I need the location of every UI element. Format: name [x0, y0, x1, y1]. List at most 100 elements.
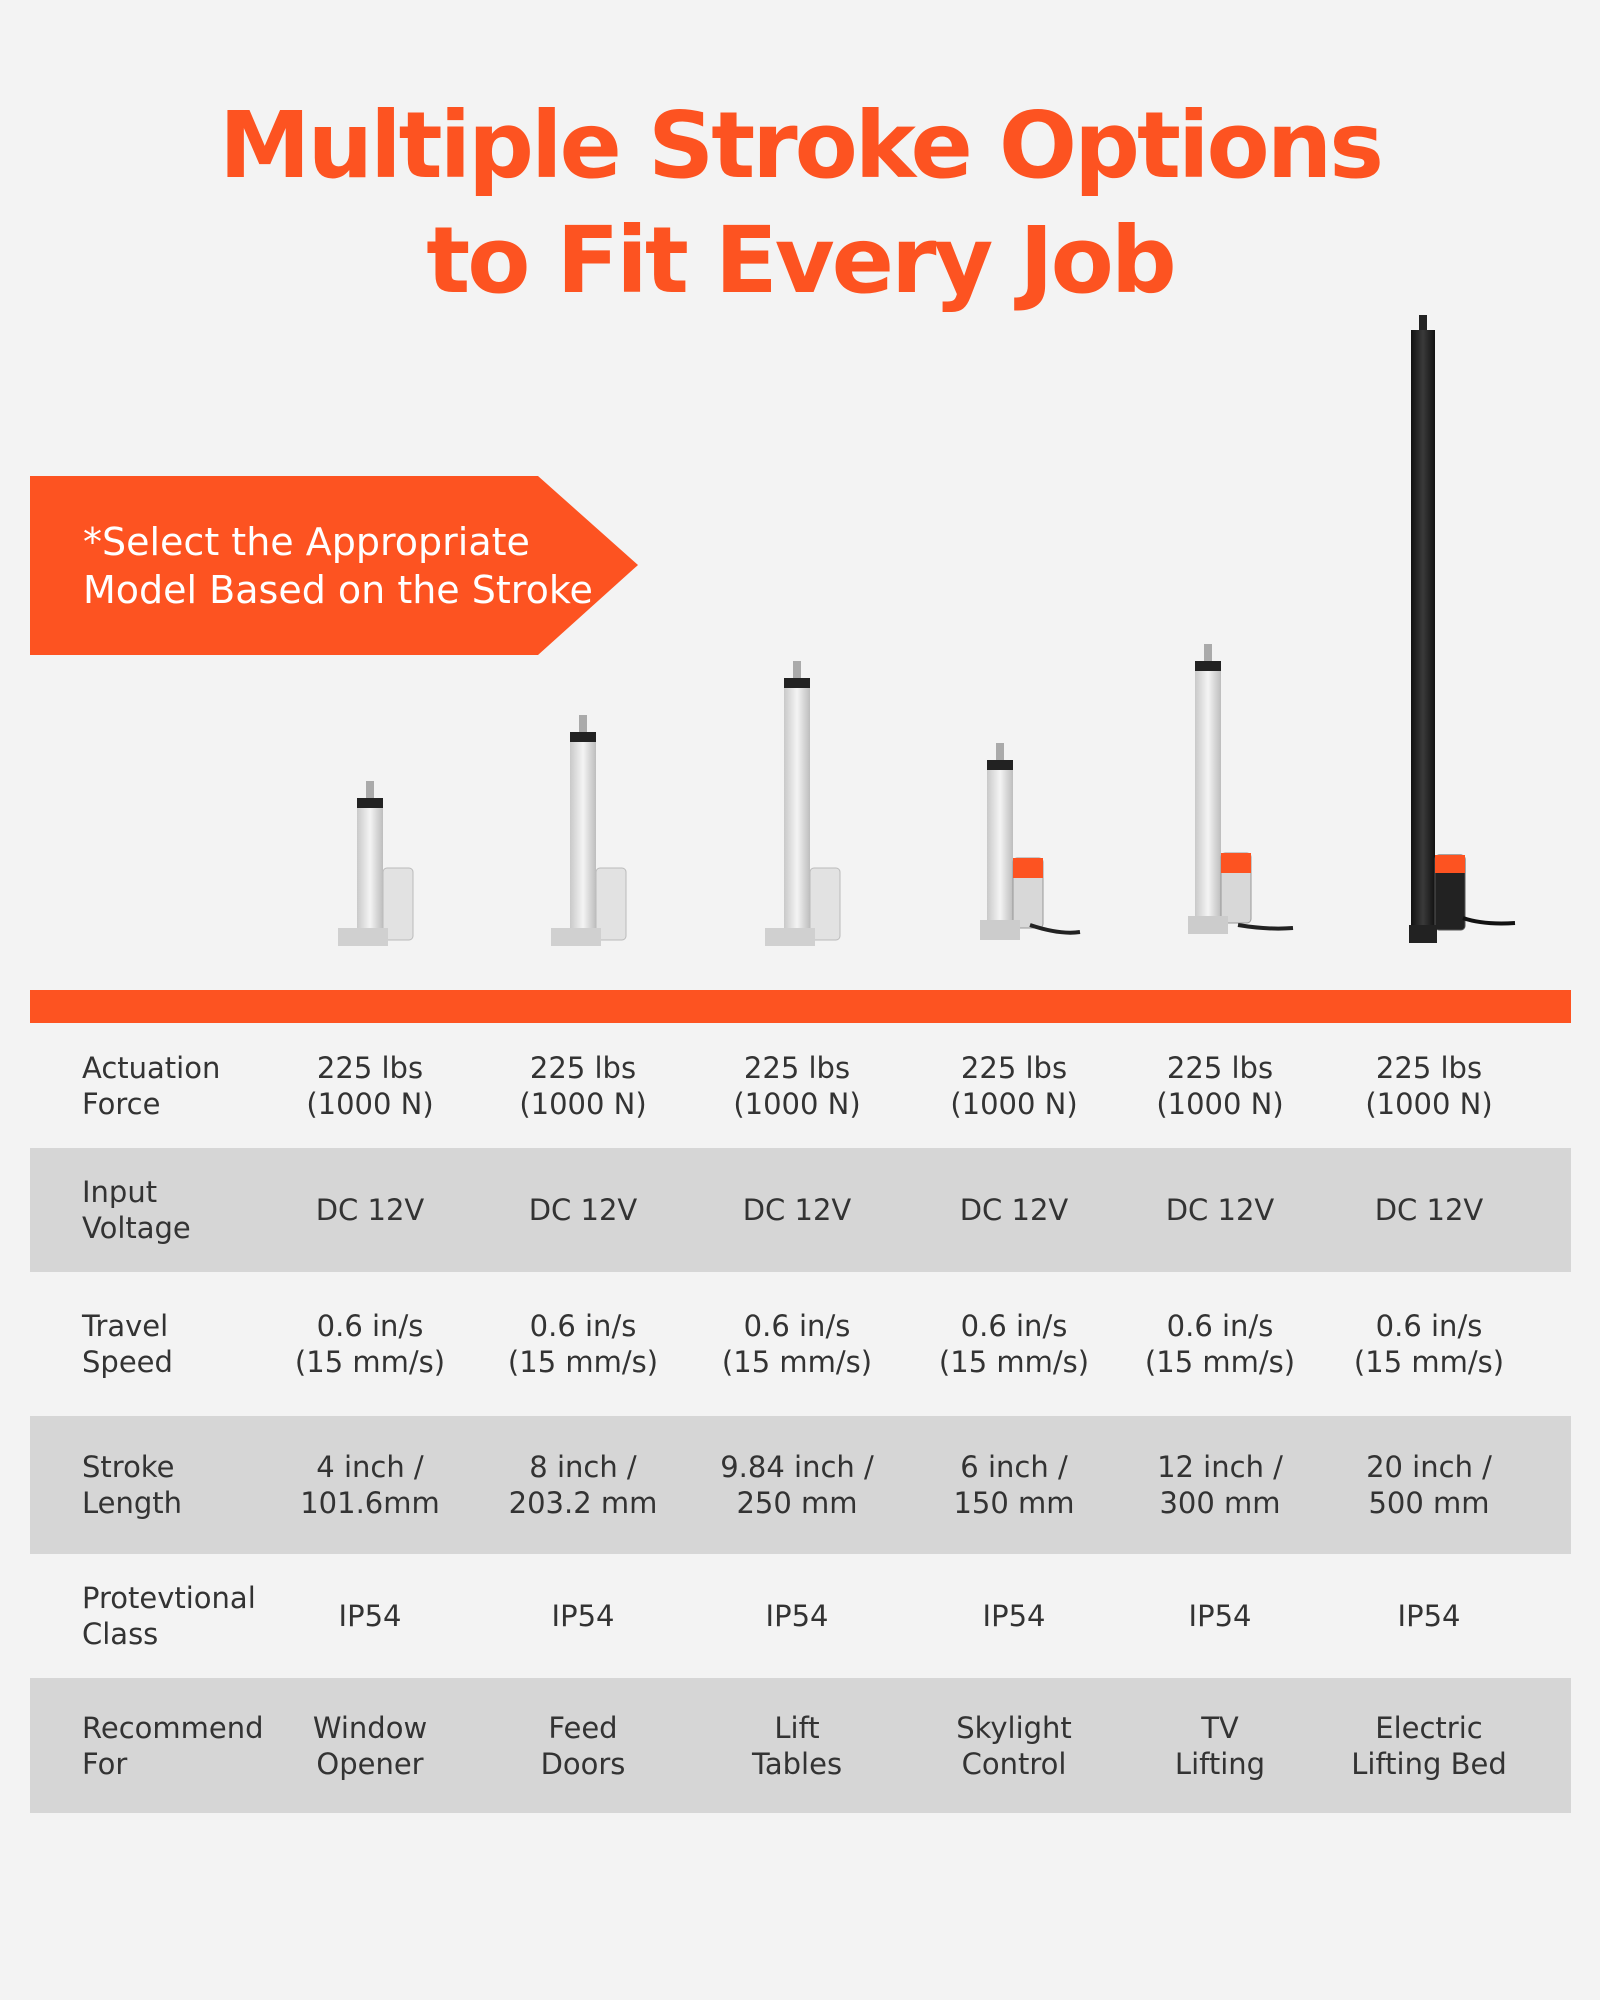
text-line: 225 lbs: [960, 1050, 1068, 1085]
text-line: Lift: [774, 1710, 820, 1745]
text-line: Feed: [548, 1710, 618, 1745]
text-line: Opener: [316, 1746, 424, 1781]
text-line: Lifting Bed: [1351, 1746, 1507, 1781]
text-line: DC 12V: [315, 1193, 425, 1227]
table-row: Travel Speed 0.6 in/s (15 mm/s) 0.6 in/s (15 …: [30, 1272, 1571, 1416]
text-line: 0.6 in/s: [960, 1309, 1068, 1343]
table-cell: 8 inch /203.2 mm: [509, 1449, 658, 1521]
banner-text: *Select the Appropriate: [83, 520, 530, 564]
text-line: 0.6 in/s: [1166, 1309, 1274, 1343]
text-line: Input: [82, 1175, 158, 1209]
table-cell: DC 12V: [743, 1192, 852, 1228]
actuator: [980, 743, 1081, 940]
text-line: Skylight: [956, 1710, 1072, 1745]
banner: [30, 476, 638, 655]
text-line: Recommend: [82, 1710, 264, 1745]
text-line: 0.6 in/s: [743, 1309, 851, 1343]
text-line: (15 mm/s): [721, 1345, 873, 1379]
text-line: 8 inch /: [529, 1450, 637, 1484]
row-label: Travel Speed: [82, 1308, 173, 1380]
text-line: (15 mm/s): [507, 1345, 659, 1379]
actuator: [551, 715, 627, 946]
text-line: DC 12V: [959, 1193, 1069, 1227]
actuator: [1409, 315, 1516, 943]
text-line: Lifting: [1174, 1746, 1266, 1781]
text-line: Protevtional: [82, 1581, 256, 1615]
row-label: Input Voltage: [82, 1174, 191, 1246]
illustration: [30, 315, 1571, 1023]
divider: [30, 990, 1571, 1023]
text-line: (1000 N): [950, 1086, 1078, 1121]
text-line: DC 12V: [528, 1193, 638, 1227]
table-cell: IP54: [552, 1598, 615, 1634]
table-cell: 0.6 in/s (15 mm/s): [722, 1308, 872, 1380]
text-line: 250 mm: [736, 1486, 858, 1520]
row-label: Actuation Force: [82, 1050, 220, 1122]
text-line: 6 inch /: [960, 1450, 1068, 1484]
text-line: Class: [82, 1617, 159, 1651]
table-cell: 0.6 in/s (15 mm/s): [1145, 1308, 1295, 1380]
text-line: IP54: [1188, 1599, 1252, 1633]
table-cell: IP54: [1189, 1598, 1252, 1634]
table-cell: DC 12V: [1375, 1192, 1484, 1228]
text-line: (1000 N): [1365, 1086, 1493, 1121]
actuator: [1188, 644, 1294, 934]
table-cell: 225 lbs (1000 N): [1156, 1050, 1283, 1122]
text-line: (1000 N): [733, 1086, 861, 1121]
table-cell: 0.6 in/s (15 mm/s): [939, 1308, 1089, 1380]
table-cell: 0.6 in/s (15 mm/s): [1354, 1308, 1504, 1380]
text-line: 9.84 inch /: [720, 1450, 874, 1484]
text-line: IP54: [765, 1599, 829, 1633]
text-line: (1000 N): [1156, 1086, 1284, 1121]
table-cell: IP54: [983, 1598, 1046, 1634]
table-cell: 225 lbs (1000 N): [306, 1050, 433, 1122]
text-line: 12 inch /: [1157, 1450, 1283, 1484]
text-line: Travel: [82, 1309, 169, 1343]
row-label: Protevtional Class: [82, 1580, 256, 1652]
text-line: 225 lbs: [316, 1050, 424, 1085]
text-line: TV: [1201, 1710, 1239, 1745]
table-cell: 6 inch /150 mm: [953, 1449, 1074, 1521]
text-line: Voltage: [82, 1211, 191, 1245]
text-line: IP54: [982, 1599, 1046, 1633]
row-label: Stroke Length: [82, 1449, 182, 1521]
text-line: Stroke: [82, 1450, 175, 1484]
text-line: (1000 N): [306, 1086, 434, 1121]
actuator: [765, 661, 841, 946]
table-cell: 225 lbs (1000 N): [733, 1050, 860, 1122]
table-cell: 225 lbs (1000 N): [950, 1050, 1077, 1122]
text-line: (15 mm/s): [294, 1345, 446, 1379]
table-cell: IP54: [766, 1598, 829, 1634]
text-line: Control: [961, 1746, 1067, 1781]
text-line: 101.6mm: [300, 1486, 440, 1520]
text-line: 500 mm: [1368, 1486, 1490, 1520]
table-row: Recommend For Window Opener Feed Doors Lift Tab…: [30, 1678, 1571, 1813]
table-cell: DC 12V: [316, 1192, 425, 1228]
text-line: Speed: [82, 1345, 173, 1379]
text-line: 225 lbs: [1166, 1050, 1274, 1085]
table-cell: 12 inch /300 mm: [1157, 1449, 1283, 1521]
table-row: Input Voltage DC 12V DC 12V DC 12V DC 12V DC 1…: [30, 1148, 1571, 1272]
banner-text: Model Based on the Stroke: [83, 568, 593, 612]
table-cell: 225 lbs (1000 N): [1365, 1050, 1492, 1122]
actuator: [338, 781, 414, 946]
table-cell: Feed Doors: [541, 1710, 626, 1782]
table-cell: DC 12V: [529, 1192, 638, 1228]
text-line: 225 lbs: [529, 1050, 637, 1085]
table-row: Stroke Length 4 inch /101.6mm 8 inch /203.2…: [30, 1416, 1571, 1554]
text-line: IP54: [338, 1599, 402, 1633]
text-line: 203.2 mm: [508, 1486, 658, 1520]
table-cell: Window Opener: [313, 1710, 427, 1782]
table-cell: 20 inch /500 mm: [1366, 1449, 1492, 1521]
row-label: Recommend For: [82, 1710, 264, 1782]
text-line: Tables: [751, 1746, 843, 1781]
text-line: 300 mm: [1159, 1486, 1281, 1520]
text-line: IP54: [551, 1599, 615, 1633]
text-line: DC 12V: [1165, 1193, 1275, 1227]
text-line: IP54: [1397, 1599, 1461, 1633]
text-line: Actuation: [82, 1050, 221, 1085]
table-cell: IP54: [1398, 1598, 1461, 1634]
table-cell: DC 12V: [1166, 1192, 1275, 1228]
text-line: 0.6 in/s: [1375, 1309, 1483, 1343]
table-cell: 225 lbs (1000 N): [519, 1050, 646, 1122]
